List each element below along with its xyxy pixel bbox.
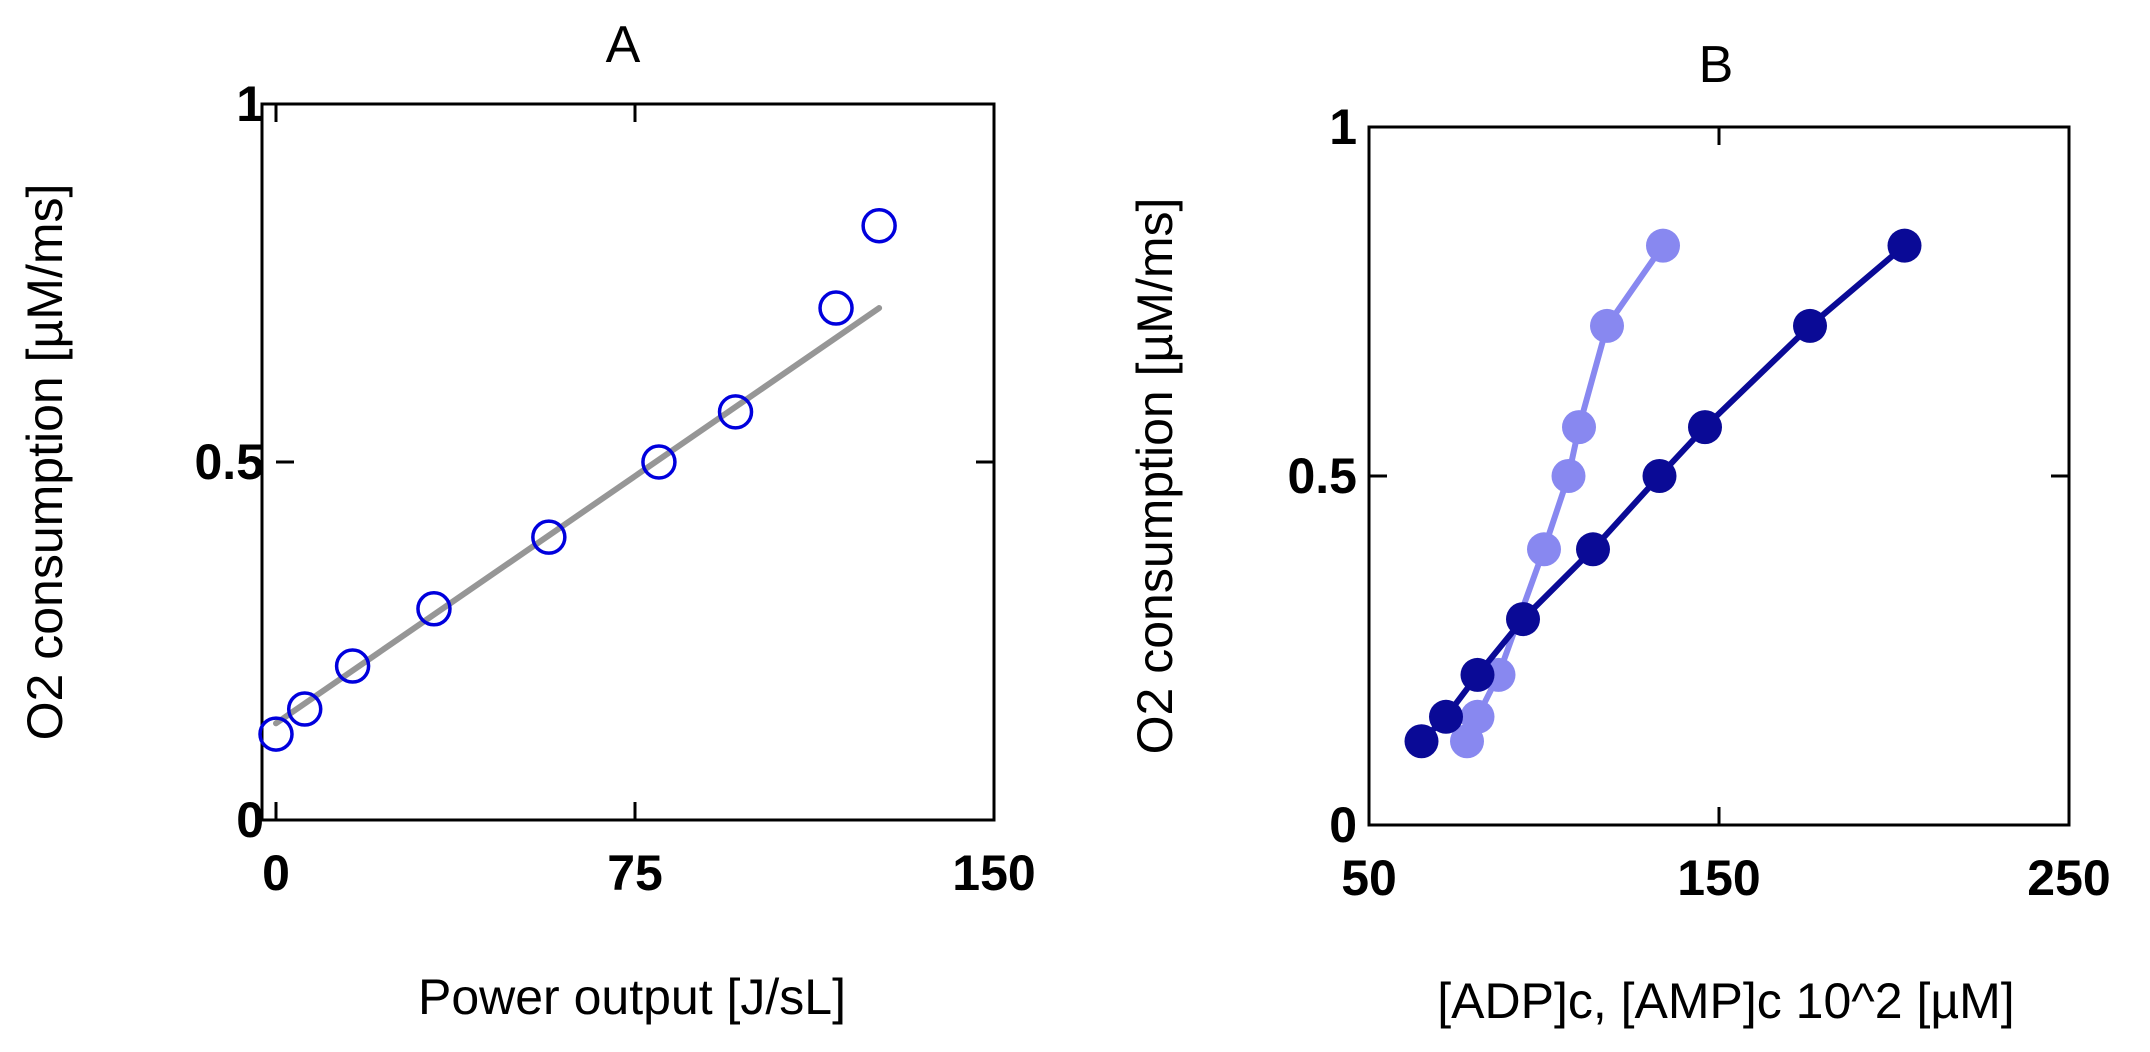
chart-b-x-axis-label: [ADP]c, [AMP]c 10^2 [µM] (1437, 973, 2014, 1029)
chart-a-fit-line (273, 305, 883, 727)
chart-b-x-tick-label: 250 (2027, 850, 2110, 906)
chart-b-series-adp-point (1793, 308, 1827, 343)
chart-b-series-adp-point (1576, 532, 1610, 567)
chart-a-x-tick-label: 150 (952, 845, 1035, 901)
chart-b-ticks: 50 150 250 0 0.5 1 (1287, 99, 2110, 906)
chart-a-y-tick-label: 0.5 (194, 434, 264, 490)
chart-b-y-tick-label: 0.5 (1287, 448, 1357, 504)
chart-b-series-amp-point (1527, 532, 1561, 567)
chart-b-series-adp-point (1460, 657, 1495, 692)
chart-b-series-adp-point (1887, 228, 1922, 263)
chart-a-y-tick-label: 1 (236, 76, 264, 132)
chart-b-x-tick-label: 50 (1341, 850, 1397, 906)
chart-b-title: B (1699, 36, 1734, 94)
chart-b-x-tick-label: 150 (1677, 850, 1760, 906)
chart-b-series-adp-point (1506, 602, 1540, 637)
chart-a-title: A (606, 16, 641, 74)
chart-b-y-tick-label: 0 (1329, 797, 1357, 853)
chart-b-series-layer (1404, 228, 1922, 759)
chart-b-y-axis-label: O2 consumption [µM/ms] (1127, 198, 1183, 755)
chart-b: B 50 150 250 0 0.5 1 [ADP]c, [AMP]c 10^2 [µM]… (1127, 36, 2111, 1029)
chart-a-data-point (717, 394, 754, 430)
chart-b-series-adp-point (1404, 724, 1439, 759)
chart-b-series-adp-point (1642, 459, 1677, 493)
chart-a-y-axis-label: O2 consumption [µM/ms] (17, 184, 73, 741)
chart-a-points (258, 207, 897, 752)
chart-b-series-amp-point (1646, 228, 1680, 263)
chart-b-y-tick-label: 1 (1329, 99, 1357, 155)
chart-a-y-tick-label: 0 (236, 792, 264, 848)
chart-b-series-amp-point (1590, 308, 1624, 343)
chart-b-series-amp-point (1551, 459, 1586, 493)
chart-a-data-point (818, 290, 854, 326)
chart-a-fit-layer (273, 305, 883, 727)
chart-a-data-point (531, 519, 567, 555)
chart-a-x-tick-label: 75 (607, 845, 663, 901)
chart-a-x-tick-label: 0 (262, 845, 290, 901)
chart-a-data-point (416, 591, 452, 627)
chart-a-data-point (286, 691, 323, 727)
chart-a: A 0 75 150 0 0.5 1 Power output [J/sL] O2 con… (17, 16, 1036, 1025)
chart-b-series-adp-point (1429, 699, 1463, 734)
chart-b-series-adp-point (1688, 410, 1722, 445)
chart-a-data-point (641, 444, 677, 480)
chart-b-series-amp-point (1460, 699, 1495, 734)
chart-a-data-point (258, 716, 294, 752)
chart-a-data-point (861, 207, 897, 244)
chart-a-ticks: 0 75 150 0 0.5 1 (194, 76, 1035, 901)
chart-b-series-amp-point (1562, 410, 1596, 445)
chart-a-x-axis-label: Power output [J/sL] (418, 969, 846, 1025)
chart-a-data-point (334, 648, 371, 684)
